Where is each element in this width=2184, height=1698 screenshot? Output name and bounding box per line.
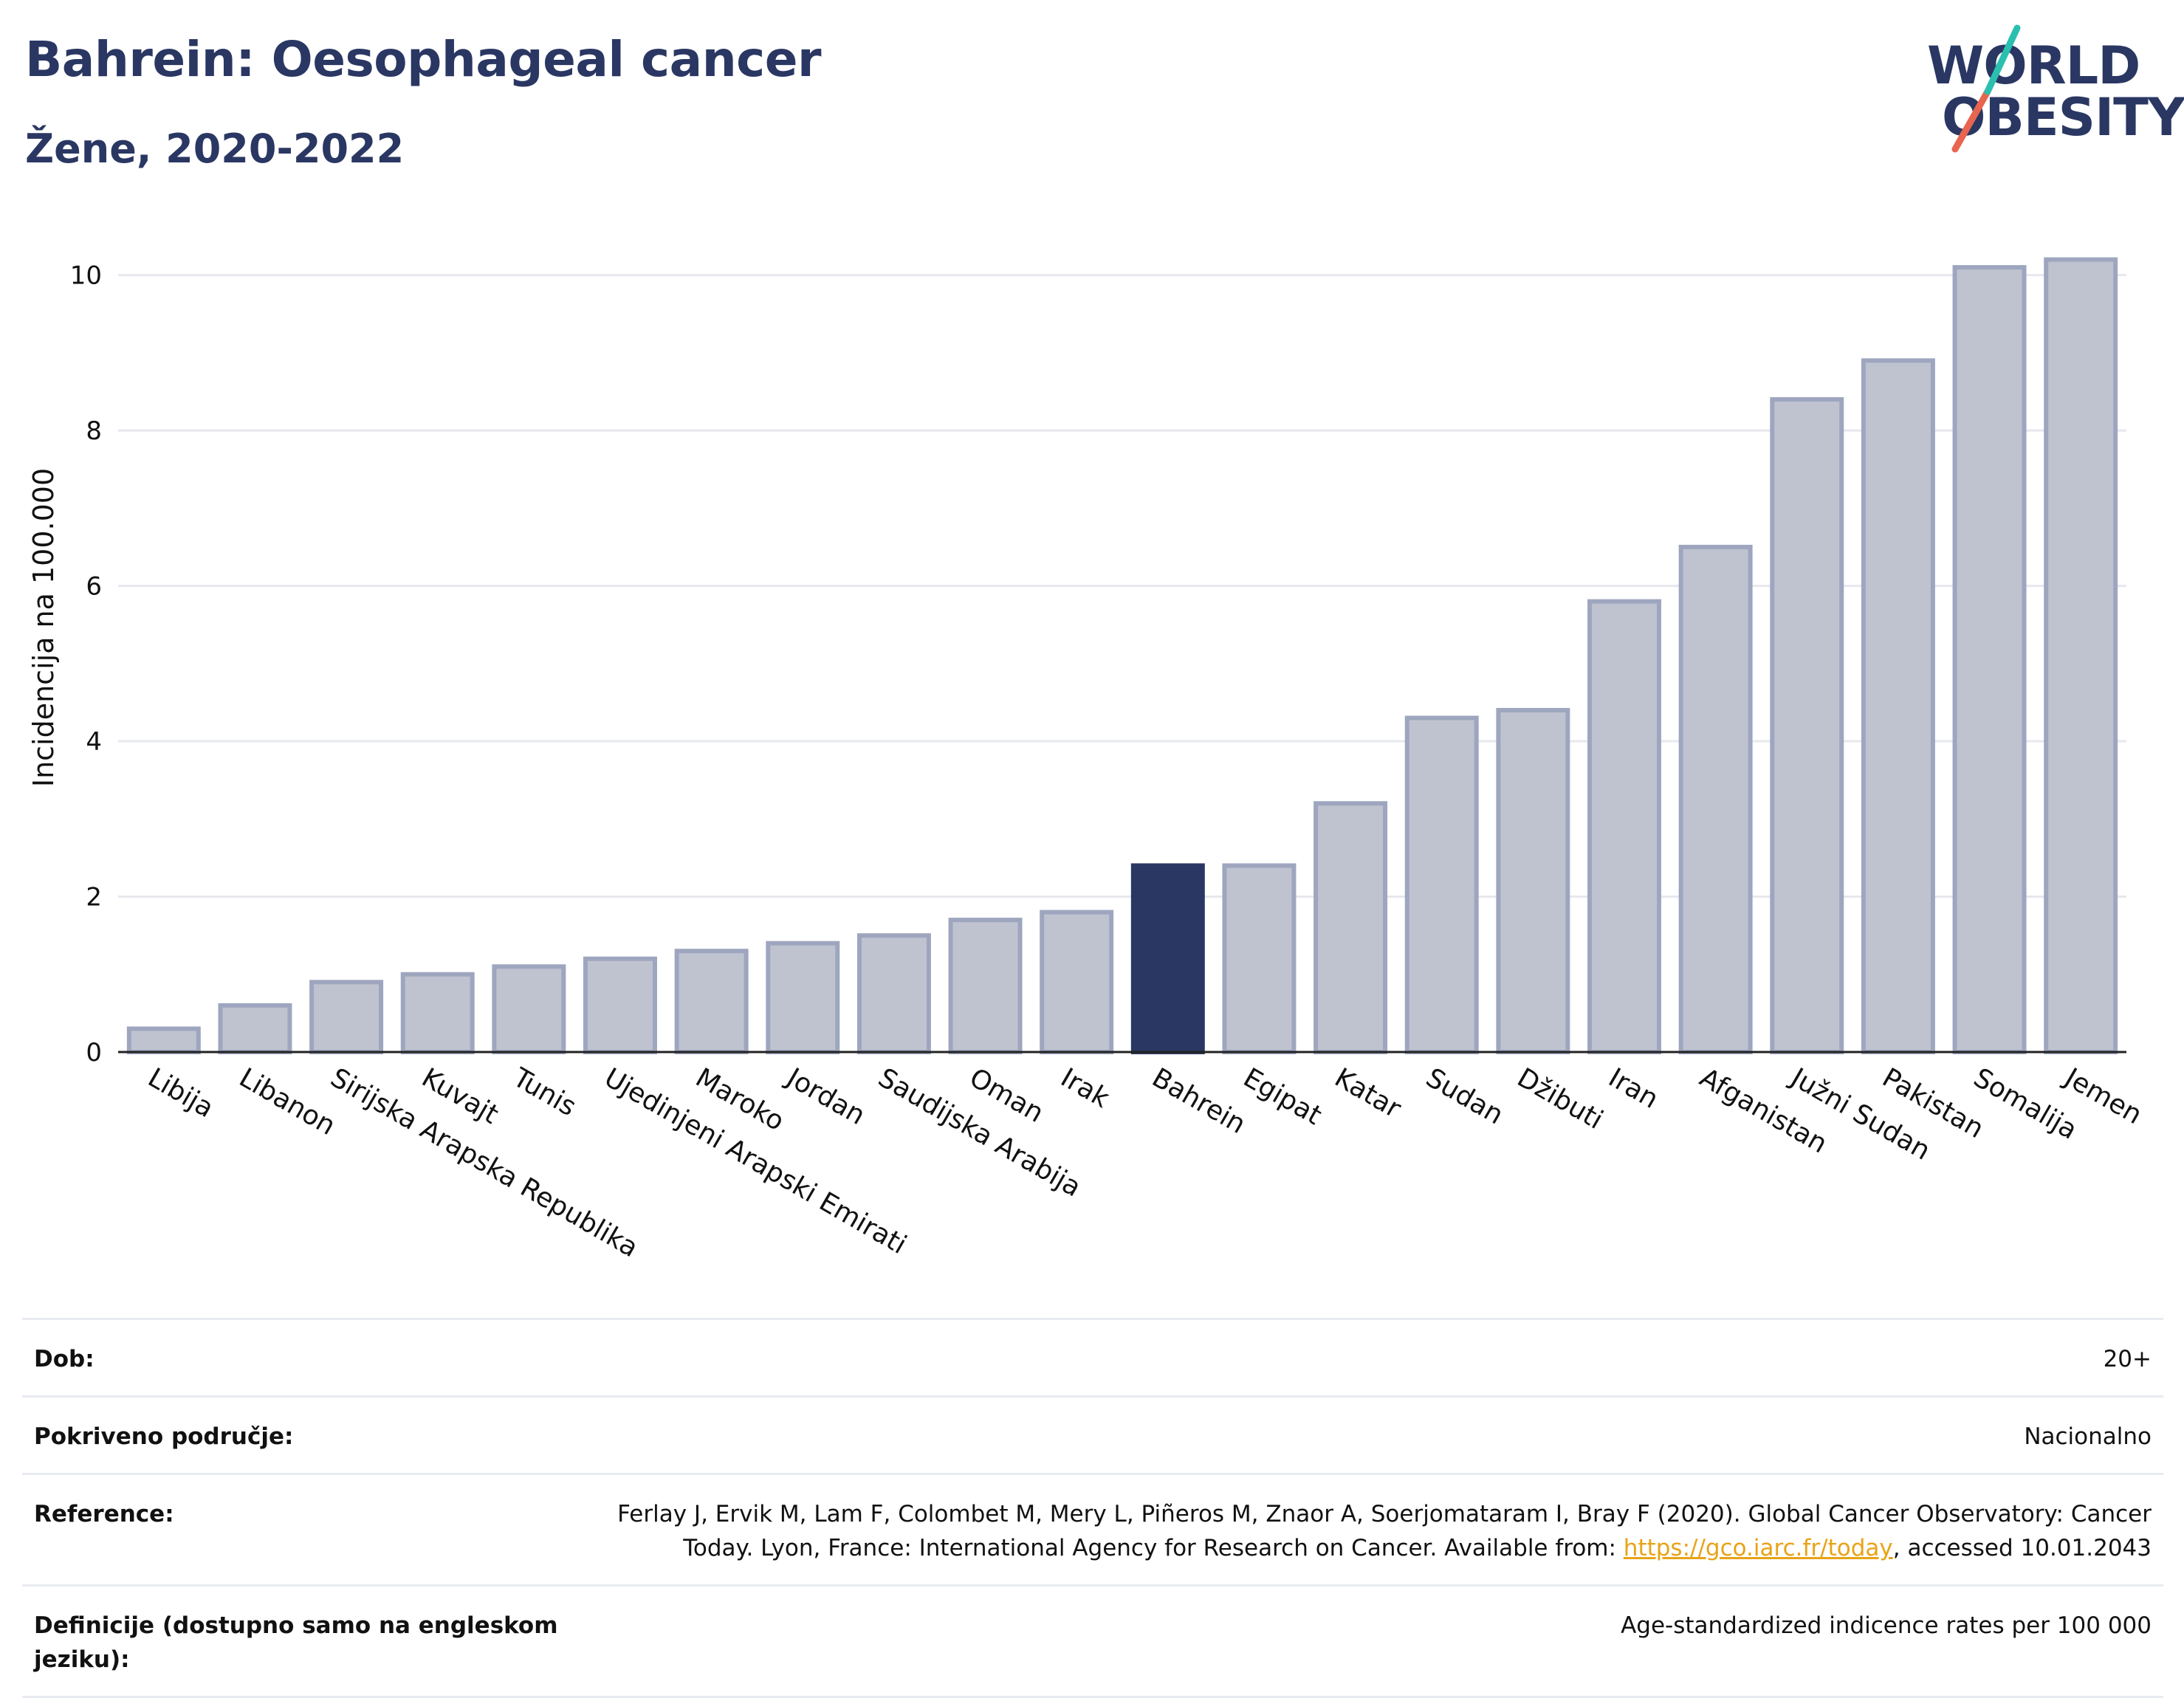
x-tick-label: Bahrein <box>1147 1062 1250 1140</box>
x-tick-label: Libanon <box>234 1062 340 1141</box>
reference-value: Ferlay J, Ervik M, Lam F, Colombet M, Me… <box>617 1497 2152 1565</box>
x-tick-label: Somalija <box>1968 1062 2082 1146</box>
meta-row-coverage: Pokriveno područje: Nacionalno <box>22 1395 2163 1473</box>
reference-text-3: , accessed 10.01.2043 <box>1892 1535 2152 1561</box>
bar-pakistan <box>1861 358 1935 1054</box>
bar-egipat <box>1222 863 1297 1055</box>
x-tick-label: Katar <box>1330 1062 1407 1124</box>
metadata-table: Dob: 20+ Pokriveno područje: Nacionalno … <box>22 1318 2163 1698</box>
coverage-value: Nacionalno <box>2024 1423 2152 1450</box>
x-tick-label: Egipat <box>1238 1062 1327 1131</box>
bar-sirijska-arapska-republika <box>309 980 384 1055</box>
age-label: Dob: <box>34 1346 95 1372</box>
x-tick-label: Libija <box>142 1062 219 1124</box>
bars <box>126 257 2118 1055</box>
logo-slash-icon <box>1951 24 2021 153</box>
x-tick-label: Sudan <box>1421 1062 1508 1130</box>
bar-džibuti <box>1496 707 1570 1054</box>
coverage-label: Pokriveno područje: <box>34 1423 294 1450</box>
age-value: 20+ <box>2103 1346 2152 1372</box>
meta-row-definitions: Definicije (dostupno samo na engleskom j… <box>22 1584 2163 1698</box>
bar-kuvajt <box>400 972 475 1055</box>
y-axis-label: Incidencija na 100.000 <box>27 468 60 787</box>
meta-row-age: Dob: 20+ <box>22 1318 2163 1395</box>
reference-text-2: Today. Lyon, France: International Agenc… <box>683 1535 1624 1561</box>
meta-row-reference: Reference: Ferlay J, Ervik M, Lam F, Col… <box>22 1473 2163 1584</box>
bar-sudan <box>1404 715 1479 1054</box>
x-tick-label: Jordan <box>780 1062 870 1131</box>
page-title: Bahrein: Oesophageal cancer <box>25 31 822 88</box>
definitions-value: Age-standardized indicence rates per 100… <box>1621 1612 2152 1639</box>
bar-ujedinjeni-arapski-emirati <box>583 956 657 1055</box>
y-tick-label: 6 <box>86 572 102 602</box>
bar-bahrein <box>1130 863 1205 1055</box>
bar-tunis <box>492 964 566 1054</box>
bar-južni-sudan <box>1770 397 1844 1054</box>
bar-somalija <box>1952 265 2027 1055</box>
bar-libanon <box>218 1003 292 1055</box>
y-tick-label: 10 <box>70 261 102 291</box>
x-tick-label: Tunis <box>507 1062 581 1122</box>
y-tick-label: 2 <box>86 883 102 912</box>
bar-maroko <box>674 949 749 1055</box>
world-obesity-logo: WORLD OBESITY <box>1927 22 2184 162</box>
y-tick-label: 0 <box>86 1038 102 1068</box>
page-subtitle: Žene, 2020-2022 <box>25 126 405 172</box>
bar-irak <box>1040 910 1114 1054</box>
bar-katar <box>1314 801 1388 1054</box>
definitions-label: Definicije (dostupno samo na engleskom j… <box>34 1612 558 1673</box>
reference-link[interactable]: https://gco.iarc.fr/today <box>1623 1535 1893 1561</box>
bar-jordan <box>766 941 840 1055</box>
bar-afganistan <box>1678 544 1753 1054</box>
y-tick-labels: 0 2 4 6 8 10 <box>70 261 102 1068</box>
bar-saudijska-arabija <box>856 933 931 1055</box>
y-tick-label: 4 <box>86 727 102 757</box>
logo-line-1: WORLD <box>1927 35 2140 96</box>
bar-jemen <box>2044 257 2118 1055</box>
reference-text-1: Ferlay J, Ervik M, Lam F, Colombet M, Me… <box>617 1501 2152 1527</box>
bar-oman <box>948 918 1023 1054</box>
x-tick-label: Irak <box>1056 1062 1115 1114</box>
x-tick-label: Džibuti <box>1512 1062 1608 1135</box>
bar-libija <box>126 1026 201 1055</box>
y-tick-label: 8 <box>86 416 102 446</box>
x-tick-label: Iran <box>1604 1062 1663 1115</box>
bar-iran <box>1587 599 1661 1054</box>
reference-label: Reference: <box>34 1501 174 1527</box>
